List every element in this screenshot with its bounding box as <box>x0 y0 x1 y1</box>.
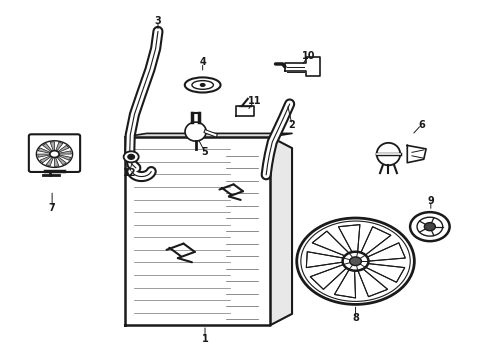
Polygon shape <box>306 252 344 267</box>
Polygon shape <box>50 142 54 150</box>
Circle shape <box>410 212 450 241</box>
Polygon shape <box>407 145 426 163</box>
Circle shape <box>36 141 73 167</box>
Circle shape <box>417 217 442 236</box>
Circle shape <box>123 151 139 162</box>
Polygon shape <box>285 57 320 76</box>
FancyBboxPatch shape <box>29 134 80 172</box>
Polygon shape <box>40 156 51 163</box>
Text: 6: 6 <box>418 120 425 130</box>
Polygon shape <box>57 157 66 165</box>
Ellipse shape <box>377 143 400 165</box>
Circle shape <box>343 252 368 271</box>
Text: 7: 7 <box>49 203 55 213</box>
Polygon shape <box>312 231 350 256</box>
Polygon shape <box>339 225 360 253</box>
Text: 1: 1 <box>202 334 208 344</box>
Polygon shape <box>236 106 254 116</box>
Circle shape <box>297 218 415 305</box>
Ellipse shape <box>200 84 205 86</box>
Circle shape <box>350 257 362 266</box>
Circle shape <box>50 150 59 158</box>
Text: 10: 10 <box>302 51 315 60</box>
Ellipse shape <box>192 81 213 89</box>
Ellipse shape <box>185 122 206 141</box>
Polygon shape <box>125 137 270 325</box>
Polygon shape <box>38 154 49 157</box>
Polygon shape <box>310 264 347 289</box>
Text: 5: 5 <box>202 147 208 157</box>
Polygon shape <box>270 137 292 325</box>
Polygon shape <box>38 148 50 153</box>
Text: 12: 12 <box>123 168 137 178</box>
Polygon shape <box>58 145 69 152</box>
Circle shape <box>128 154 134 159</box>
Polygon shape <box>361 227 391 256</box>
Polygon shape <box>59 155 71 160</box>
Text: 4: 4 <box>199 58 206 67</box>
Polygon shape <box>43 143 52 152</box>
Circle shape <box>424 222 436 231</box>
Text: 2: 2 <box>289 120 295 130</box>
Ellipse shape <box>185 77 220 93</box>
Polygon shape <box>365 264 405 282</box>
Polygon shape <box>46 157 53 166</box>
Polygon shape <box>334 269 356 298</box>
Text: 8: 8 <box>352 313 359 323</box>
Polygon shape <box>59 151 72 154</box>
Polygon shape <box>54 158 59 166</box>
Text: 3: 3 <box>155 16 161 26</box>
Polygon shape <box>358 268 388 297</box>
Polygon shape <box>366 243 405 261</box>
Text: 9: 9 <box>427 196 434 206</box>
Polygon shape <box>125 134 292 137</box>
Text: 11: 11 <box>247 95 261 105</box>
Polygon shape <box>56 142 63 151</box>
